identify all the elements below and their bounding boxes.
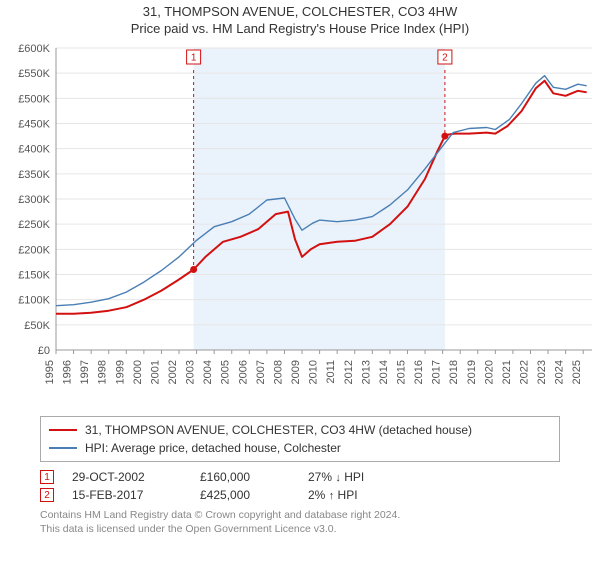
svg-text:1996: 1996 <box>62 360 74 384</box>
svg-text:2021: 2021 <box>501 360 513 384</box>
svg-text:2: 2 <box>442 53 448 64</box>
legend: 31, THOMPSON AVENUE, COLCHESTER, CO3 4HW… <box>40 416 560 462</box>
svg-text:2022: 2022 <box>518 360 530 384</box>
svg-text:2011: 2011 <box>325 360 337 384</box>
sale-diff: 27% ↓ HPI <box>308 470 418 484</box>
sale-diff: 2% ↑ HPI <box>308 488 418 502</box>
svg-text:£100K: £100K <box>18 295 50 307</box>
svg-text:£500K: £500K <box>18 93 50 105</box>
svg-text:£0: £0 <box>38 345 50 357</box>
svg-text:£600K: £600K <box>18 43 50 55</box>
svg-text:2020: 2020 <box>483 360 495 384</box>
svg-text:2002: 2002 <box>167 360 179 384</box>
legend-label: HPI: Average price, detached house, Colc… <box>85 439 341 457</box>
footer-line-2: This data is licensed under the Open Gov… <box>40 522 560 536</box>
legend-swatch <box>49 447 77 449</box>
sale-price: £425,000 <box>200 488 290 502</box>
legend-item: 31, THOMPSON AVENUE, COLCHESTER, CO3 4HW… <box>49 421 551 439</box>
svg-text:2017: 2017 <box>431 360 443 384</box>
svg-text:2013: 2013 <box>360 360 372 384</box>
svg-text:1998: 1998 <box>97 360 109 384</box>
svg-text:2008: 2008 <box>272 360 284 384</box>
sales-table: 1 29-OCT-2002 £160,000 27% ↓ HPI 2 15-FEB-201… <box>40 468 560 504</box>
svg-text:2012: 2012 <box>343 360 355 384</box>
svg-text:2025: 2025 <box>571 360 583 384</box>
svg-text:2006: 2006 <box>237 360 249 384</box>
svg-text:2005: 2005 <box>220 360 232 384</box>
legend-swatch <box>49 429 77 431</box>
sale-price: £160,000 <box>200 470 290 484</box>
sale-marker: 2 <box>40 488 54 502</box>
footer-line-1: Contains HM Land Registry data © Crown c… <box>40 508 560 522</box>
svg-text:£300K: £300K <box>18 194 50 206</box>
svg-text:£250K: £250K <box>18 219 50 231</box>
svg-text:£450K: £450K <box>18 119 50 131</box>
svg-text:2007: 2007 <box>255 360 267 384</box>
svg-text:2009: 2009 <box>290 360 302 384</box>
svg-text:2004: 2004 <box>202 360 214 384</box>
sale-row: 1 29-OCT-2002 £160,000 27% ↓ HPI <box>40 468 560 486</box>
svg-text:£150K: £150K <box>18 270 50 282</box>
svg-text:1999: 1999 <box>114 360 126 384</box>
svg-text:2001: 2001 <box>149 360 161 384</box>
sale-date: 15-FEB-2017 <box>72 488 182 502</box>
svg-text:£200K: £200K <box>18 244 50 256</box>
svg-text:2015: 2015 <box>395 360 407 384</box>
svg-text:2024: 2024 <box>554 360 566 384</box>
legend-item: HPI: Average price, detached house, Colc… <box>49 439 551 457</box>
svg-text:2000: 2000 <box>132 360 144 384</box>
sale-date: 29-OCT-2002 <box>72 470 182 484</box>
svg-text:2023: 2023 <box>536 360 548 384</box>
svg-text:£400K: £400K <box>18 144 50 156</box>
svg-text:1995: 1995 <box>44 360 56 384</box>
svg-text:2019: 2019 <box>466 360 478 384</box>
svg-text:£50K: £50K <box>24 320 50 332</box>
svg-text:2014: 2014 <box>378 360 390 384</box>
svg-text:£550K: £550K <box>18 68 50 80</box>
address-title: 31, THOMPSON AVENUE, COLCHESTER, CO3 4HW <box>0 4 600 19</box>
svg-text:2003: 2003 <box>185 360 197 384</box>
svg-text:2016: 2016 <box>413 360 425 384</box>
subtitle: Price paid vs. HM Land Registry's House … <box>0 21 600 36</box>
svg-text:2018: 2018 <box>448 360 460 384</box>
sale-marker: 1 <box>40 470 54 484</box>
svg-text:2010: 2010 <box>308 360 320 384</box>
svg-text:1997: 1997 <box>79 360 91 384</box>
footer-attribution: Contains HM Land Registry data © Crown c… <box>40 508 560 536</box>
svg-text:£350K: £350K <box>18 169 50 181</box>
legend-label: 31, THOMPSON AVENUE, COLCHESTER, CO3 4HW… <box>85 421 472 439</box>
svg-text:1: 1 <box>191 53 197 64</box>
sale-row: 2 15-FEB-2017 £425,000 2% ↑ HPI <box>40 486 560 504</box>
price-chart: £0 £50K £100K £150K £200K £250K £300K £350K £400… <box>0 40 600 410</box>
